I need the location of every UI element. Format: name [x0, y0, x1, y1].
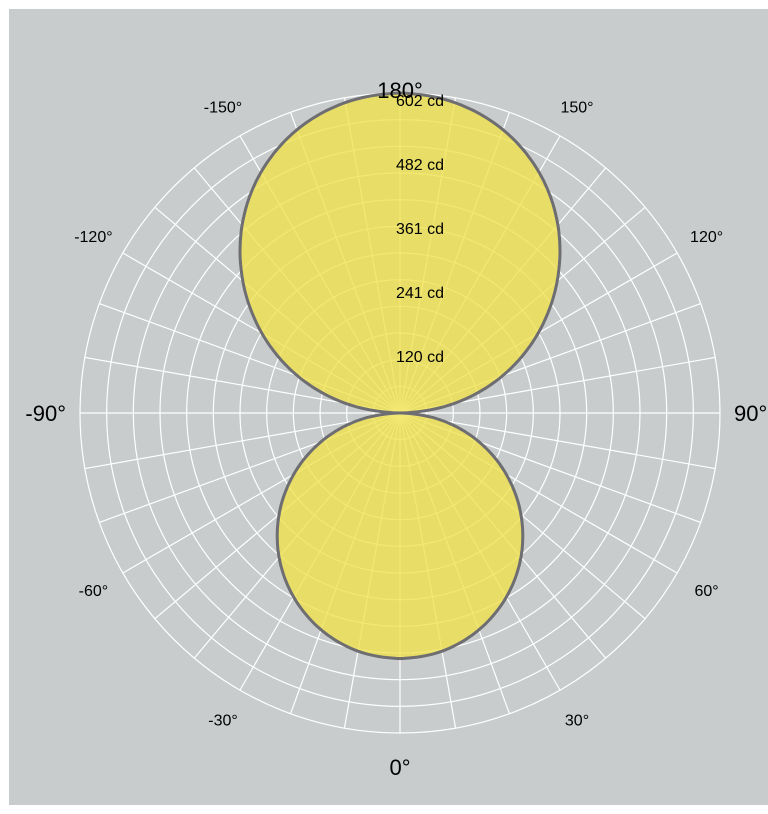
angle-label-neg90: -90°: [25, 401, 66, 426]
ring-label-482: 482 cd: [396, 157, 444, 174]
angle-label-150: 150°: [560, 99, 593, 116]
angle-label-60: 60°: [694, 583, 718, 600]
angle-label-neg150: -150°: [204, 99, 242, 116]
angle-label-neg120: -120°: [74, 229, 112, 246]
angle-labels: 0° 30° 60° 90° 120° 150° 180° -150° -120° -90° -60…: [25, 78, 767, 780]
angle-label-180: 180°: [377, 78, 423, 103]
grid-spoke-280: [84, 412, 401, 470]
angle-label-90: 90°: [734, 401, 767, 426]
angle-label-neg30: -30°: [208, 713, 238, 730]
ring-label-241: 241 cd: [396, 285, 444, 302]
angle-label-30: 30°: [565, 713, 589, 730]
ring-label-602: 602 cd: [396, 93, 444, 110]
lobe-upper: [238, 91, 562, 415]
angle-label-neg60: -60°: [79, 583, 109, 600]
ring-label-120: 120 cd: [396, 349, 444, 366]
grid-spoke-80: [399, 412, 716, 470]
angle-label-120: 120°: [690, 229, 723, 246]
ring-label-361: 361 cd: [396, 221, 444, 238]
intensity-distribution: [238, 91, 562, 661]
ring-labels: 120 cd 241 cd 361 cd 482 cd 602 cd: [396, 93, 444, 366]
lobe-lower: [275, 411, 525, 661]
angle-label-0: 0°: [389, 755, 410, 780]
